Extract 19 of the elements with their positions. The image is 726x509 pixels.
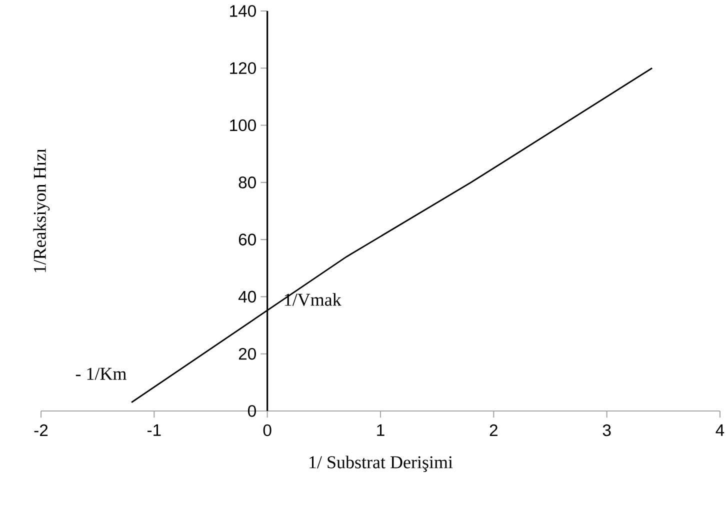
x-axis-title: 1/ Substrat Derişimi — [310, 456, 453, 472]
x-tick-label: 1 — [377, 424, 384, 436]
y-tick-label: 80 — [238, 176, 256, 188]
y-tick-label: 40 — [238, 290, 256, 303]
annotation: - 1/Km — [76, 368, 126, 380]
x-tick-label: 2 — [490, 424, 498, 436]
x-tick-label: -2 — [34, 424, 48, 436]
y-axis-title: 1/Reaksiyon Hızı — [33, 148, 50, 272]
y-tick-label: 120 — [230, 62, 256, 74]
x-tick-label: 4 — [716, 424, 724, 436]
annotation: 1/Vmak — [284, 293, 342, 306]
x-tick-label: 0 — [263, 424, 272, 436]
y-tick-label: 140 — [230, 5, 256, 17]
y-tick-label: 60 — [238, 234, 256, 246]
y-tick-label: 100 — [230, 119, 256, 132]
y-tick-label: 20 — [238, 348, 256, 360]
x-tick-label: -1 — [147, 424, 161, 436]
y-tick-label: 0 — [248, 405, 256, 417]
x-tick-label: 3 — [602, 424, 611, 436]
